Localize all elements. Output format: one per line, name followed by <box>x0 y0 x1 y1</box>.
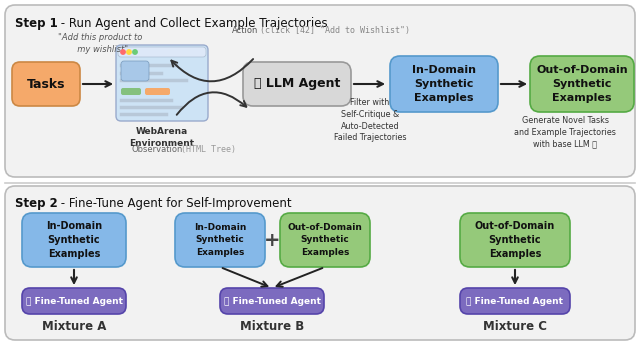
Text: WebArena
Environment: WebArena Environment <box>129 127 195 148</box>
Text: Mixture C: Mixture C <box>483 320 547 333</box>
Text: +: + <box>264 230 280 249</box>
Circle shape <box>133 50 137 54</box>
Text: In-Domain
Synthetic
Examples: In-Domain Synthetic Examples <box>412 65 476 103</box>
Text: Step 2: Step 2 <box>15 197 58 210</box>
Text: - Fine-Tune Agent for Self-Improvement: - Fine-Tune Agent for Self-Improvement <box>57 197 292 210</box>
Text: Mixture A: Mixture A <box>42 320 106 333</box>
Text: Filter with
Self-Critique &
Auto-Detected
Failed Trajectories: Filter with Self-Critique & Auto-Detecte… <box>333 98 406 142</box>
Text: 🤖 Fine-Tuned Agent: 🤖 Fine-Tuned Agent <box>223 296 321 306</box>
Text: Action: Action <box>232 26 259 35</box>
Text: In-Domain
Synthetic
Examples: In-Domain Synthetic Examples <box>46 221 102 259</box>
Text: Observation: Observation <box>131 145 182 154</box>
FancyBboxPatch shape <box>121 88 141 95</box>
FancyBboxPatch shape <box>5 186 635 340</box>
FancyBboxPatch shape <box>121 61 149 81</box>
Text: Generate Novel Tasks
and Example Trajectories
with base LLM 🎂: Generate Novel Tasks and Example Traject… <box>514 116 616 149</box>
FancyBboxPatch shape <box>460 213 570 267</box>
Circle shape <box>121 50 125 54</box>
Text: Step 1: Step 1 <box>15 17 58 30</box>
FancyBboxPatch shape <box>390 56 498 112</box>
FancyBboxPatch shape <box>530 56 634 112</box>
FancyBboxPatch shape <box>118 47 206 57</box>
FancyBboxPatch shape <box>22 213 126 267</box>
FancyBboxPatch shape <box>22 288 126 314</box>
FancyBboxPatch shape <box>175 213 265 267</box>
Text: (HTML Tree): (HTML Tree) <box>181 145 236 154</box>
Text: Out-of-Domain
Synthetic
Examples: Out-of-Domain Synthetic Examples <box>287 223 362 257</box>
FancyBboxPatch shape <box>12 62 80 106</box>
FancyBboxPatch shape <box>145 88 170 95</box>
FancyBboxPatch shape <box>220 288 324 314</box>
Text: Out-of-Domain
Synthetic
Examples: Out-of-Domain Synthetic Examples <box>536 65 628 103</box>
Text: (click [42] "Add to Wishlist"): (click [42] "Add to Wishlist") <box>260 26 410 35</box>
FancyBboxPatch shape <box>280 213 370 267</box>
FancyBboxPatch shape <box>243 62 351 106</box>
Circle shape <box>127 50 131 54</box>
Text: Tasks: Tasks <box>27 78 65 90</box>
Text: 🤖 Fine-Tuned Agent: 🤖 Fine-Tuned Agent <box>467 296 563 306</box>
Text: - Run Agent and Collect Example Trajectories: - Run Agent and Collect Example Trajecto… <box>57 17 328 30</box>
Text: Mixture B: Mixture B <box>240 320 304 333</box>
FancyBboxPatch shape <box>116 45 208 121</box>
Text: 🤖 Fine-Tuned Agent: 🤖 Fine-Tuned Agent <box>26 296 122 306</box>
Text: "Add this product to
  my wishlist": "Add this product to my wishlist" <box>58 33 142 54</box>
Text: In-Domain
Synthetic
Examples: In-Domain Synthetic Examples <box>194 223 246 257</box>
Text: 🤖 LLM Agent: 🤖 LLM Agent <box>254 78 340 90</box>
FancyBboxPatch shape <box>5 5 635 177</box>
Text: Out-of-Domain
Synthetic
Examples: Out-of-Domain Synthetic Examples <box>475 221 555 259</box>
FancyBboxPatch shape <box>460 288 570 314</box>
